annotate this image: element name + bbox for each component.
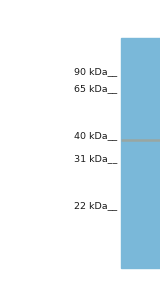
Text: 65 kDa__: 65 kDa__ <box>74 84 117 93</box>
Text: 40 kDa__: 40 kDa__ <box>74 131 117 140</box>
Bar <box>121 38 160 268</box>
Text: 31 kDa__: 31 kDa__ <box>74 154 117 163</box>
Text: 90 kDa__: 90 kDa__ <box>74 67 117 76</box>
Text: 22 kDa__: 22 kDa__ <box>74 201 117 210</box>
